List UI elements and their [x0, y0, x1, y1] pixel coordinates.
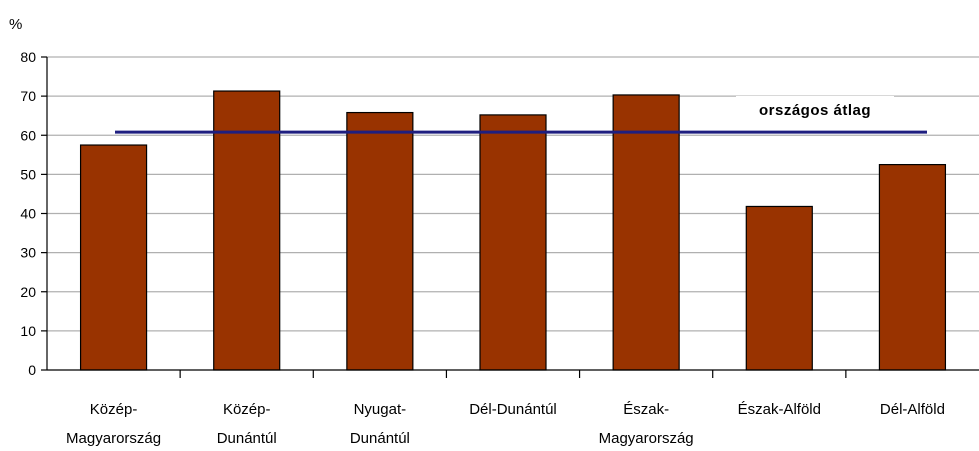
category-label: Nyugat- — [354, 401, 407, 418]
bar — [745, 205, 813, 371]
category-labels: Közép- Magyarország Közép- Dunántúl Nyugat- D… — [66, 401, 945, 447]
y-tick-label: 50 — [20, 166, 36, 182]
bar — [479, 114, 547, 371]
reference-line: országos átlag — [115, 96, 927, 134]
bar — [612, 94, 680, 371]
y-tick-label: 10 — [20, 323, 36, 339]
y-axis-unit: % — [9, 16, 22, 33]
category-label: Magyarország — [66, 430, 161, 447]
category-label: Dunántúl — [350, 430, 410, 447]
bar — [346, 111, 414, 371]
y-tick-label: 80 — [20, 49, 36, 65]
category-label: Dél-Dunántúl — [469, 401, 557, 418]
bar — [878, 163, 947, 371]
y-tick-label: 20 — [20, 284, 36, 300]
bars — [79, 90, 947, 371]
y-tick-label: 60 — [20, 127, 36, 143]
category-label: Dunántúl — [217, 430, 277, 447]
category-label: Észak- — [623, 401, 669, 418]
y-tick-label: 0 — [28, 362, 36, 378]
category-label: Közép- — [223, 401, 271, 418]
category-label: Dél-Alföld — [880, 401, 945, 418]
category-label: Észak-Alföld — [738, 401, 821, 418]
y-tick-labels: 0 10 20 30 40 50 60 70 80 — [20, 49, 36, 378]
y-tick-label: 40 — [20, 206, 36, 222]
y-tick-label: 70 — [20, 88, 36, 104]
reference-line-label: országos átlag — [759, 102, 871, 119]
reference-label-background — [736, 96, 894, 123]
axes — [41, 56, 979, 378]
category-label: Közép- — [90, 401, 138, 418]
bar — [213, 90, 281, 371]
bar — [79, 144, 148, 371]
category-label: Magyarország — [599, 430, 694, 447]
y-tick-label: 30 — [20, 245, 36, 261]
